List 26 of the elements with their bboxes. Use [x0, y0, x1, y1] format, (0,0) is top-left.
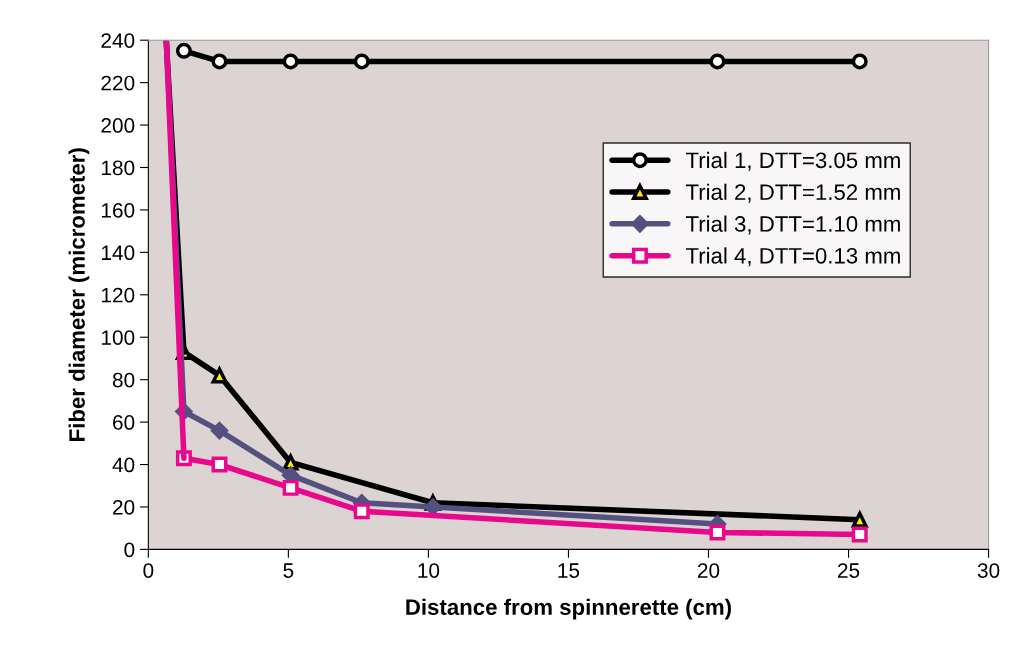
legend-label: Trial 3, DTT=1.10 mm: [685, 215, 900, 235]
y-tick-label: 160: [101, 202, 135, 218]
y-tick-label: 60: [113, 415, 135, 430]
legend-label: Trial 4, DTT=0.13 mm: [685, 247, 900, 267]
y-tick-label: 80: [112, 372, 135, 388]
y-tick-label: 40: [112, 457, 135, 473]
x-axis-title: Distance from spinnerette (cm): [406, 598, 731, 620]
y-tick-label: 20: [113, 499, 135, 515]
x-tick-label: 0: [143, 563, 154, 578]
y-tick-label: 220: [101, 75, 135, 91]
legend-label: Trial 2, DTT=1.52 mm: [685, 183, 900, 203]
y-tick-label: 240: [101, 33, 135, 48]
y-tick-label: 200: [101, 118, 135, 133]
y-tick-label: 120: [101, 287, 135, 303]
y-tick-label: 100: [101, 330, 135, 345]
x-tick-label: 15: [558, 563, 580, 578]
y-tick-label: 180: [101, 160, 135, 176]
legend-label: Trial 1, DTT=3.05 mm: [685, 151, 900, 171]
x-tick-label: 10: [418, 563, 440, 578]
x-tick-label: 20: [697, 563, 720, 578]
y-tick-label: 0: [124, 542, 135, 558]
x-tick-label: 25: [837, 563, 860, 578]
y-tick-label: 140: [101, 245, 135, 261]
y-axis-title: Fiber diameter (micrometer): [68, 148, 90, 441]
x-tick-label: 30: [977, 563, 1000, 578]
x-tick-label: 5: [283, 563, 294, 578]
